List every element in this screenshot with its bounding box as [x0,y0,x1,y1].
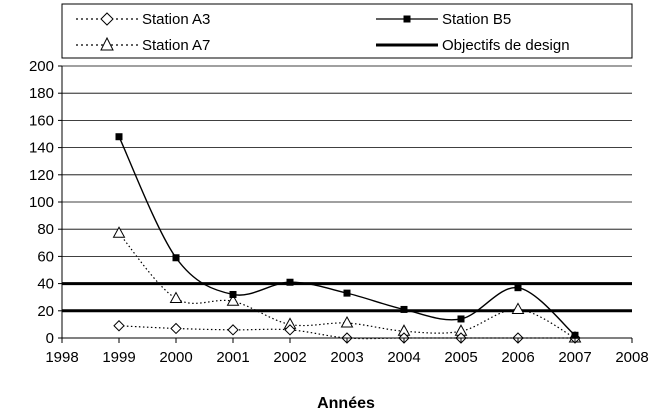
data-point-station-a7 [340,316,354,328]
data-point-station-b5 [514,284,522,292]
x-tick-label: 2003 [330,349,363,366]
x-tick-label: 2004 [387,349,420,366]
data-point-station-a7 [169,291,183,304]
data-point-station-b5 [343,289,351,297]
data-point-station-b5 [457,315,465,323]
data-point-station-b5 [286,278,294,286]
x-tick-label: 2005 [444,349,477,366]
y-tick-label: 120 [29,167,54,184]
data-point-station-b5 [172,254,180,262]
x-tick-label: 2008 [615,349,648,366]
data-point-station-a7 [511,302,525,314]
design-objective-lines [62,282,632,313]
data-point-station-a7 [112,226,126,238]
series [112,133,582,344]
square-marker-icon [403,15,411,23]
data-point-station-a3 [227,324,239,336]
data-point-station-a3 [113,320,125,332]
data-point-station-a3 [284,324,296,336]
legend-item-station-a7: Station A7 [76,36,210,54]
y-tick-label: 60 [37,248,54,265]
data-point-station-a7 [226,294,240,306]
data-point-station-b5 [115,133,123,141]
x-tick-label: 2002 [273,349,306,366]
y-tick-label: 100 [29,194,54,211]
y-tick-label: 140 [29,140,54,157]
legend-label-station-a3: Station A3 [142,11,210,28]
x-tick-label: 2007 [558,349,591,366]
legend-item-design-objectives: Objectifs de design [376,37,570,54]
legend-item-station-b5: Station B5 [376,11,511,28]
x-tick-label: 2001 [216,349,249,366]
legend: Station A3 Station A7 Station B5 Objecti… [61,3,633,59]
y-tick-label: 20 [37,303,54,320]
y-tick-label: 40 [37,276,54,293]
y-tick-label: 160 [29,112,54,129]
data-point-station-b5 [571,331,579,339]
gridlines [62,65,632,312]
y-tick-label: 0 [46,330,54,347]
x-axis-title: Années [317,395,375,412]
x-tick-label: 2006 [501,349,534,366]
legend-box [61,3,633,59]
x-tick-label: 1999 [102,349,135,366]
y-tick-label: 80 [37,221,54,238]
legend-item-station-a3: Station A3 [76,11,210,28]
x-tick-label: 1998 [45,349,78,366]
y-tick-label: 200 [29,58,54,75]
diamond-marker-icon [100,12,114,26]
legend-label-station-a7: Station A7 [142,37,210,54]
series-line-station-b5 [118,136,576,336]
data-point-station-a3 [170,322,182,335]
triangle-marker-icon [100,36,114,51]
x-tick-label: 2000 [159,349,192,366]
data-point-station-b5 [400,305,408,313]
legend-label-design-objectives: Objectifs de design [442,37,570,54]
legend-label-station-b5: Station B5 [442,11,511,28]
data-point-station-b5 [229,290,237,298]
y-tick-label: 180 [29,85,54,102]
axes: 0 20 40 60 80 100 120 140 160 180 200 1998 1999 2000 2… [29,58,649,366]
